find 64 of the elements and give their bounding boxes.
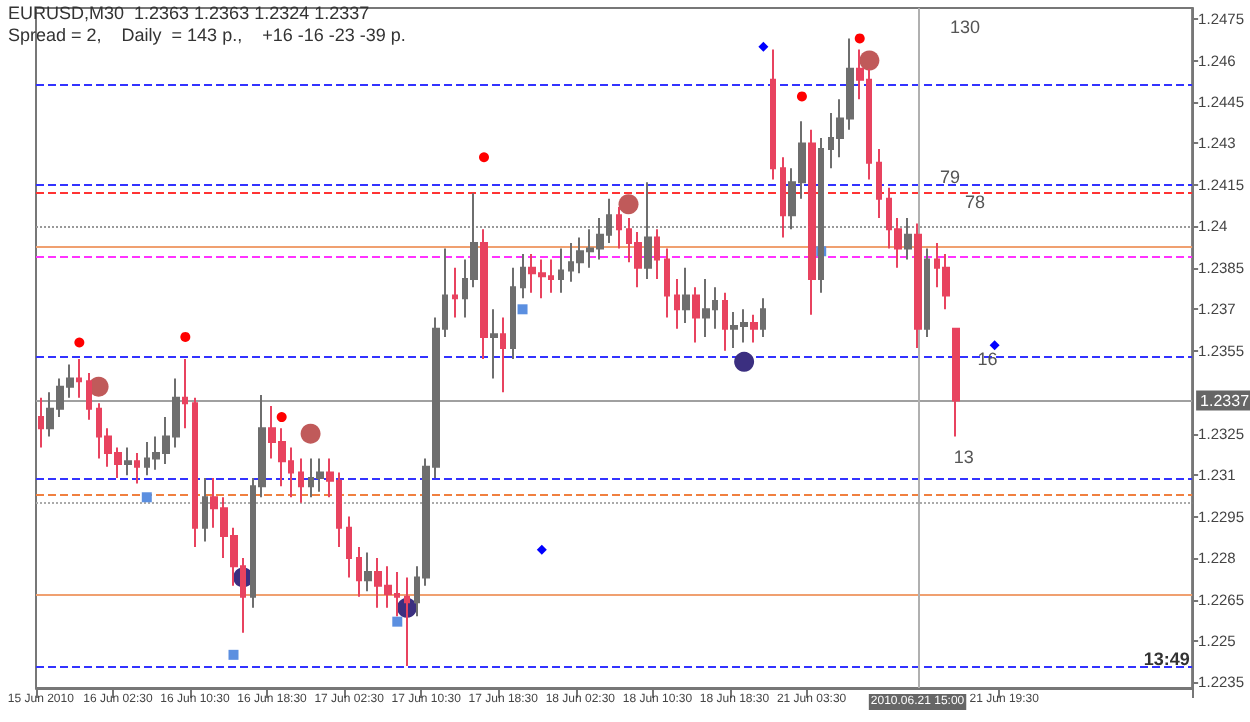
point [479, 152, 489, 163]
annotation: 13:49 [1143, 648, 1190, 669]
candlestick [750, 313, 758, 344]
candlestick [510, 266, 516, 361]
candlestick [876, 147, 882, 220]
point [141, 492, 152, 503]
ref-line-label: 1.2337 [1200, 391, 1250, 410]
point [276, 412, 287, 423]
point [74, 337, 85, 348]
candlestick [674, 277, 680, 330]
point [228, 649, 239, 660]
candlestick [702, 277, 710, 338]
candlestick [346, 515, 352, 579]
candlestick [356, 546, 362, 598]
candlestick [134, 452, 140, 485]
candlestick [298, 457, 304, 504]
candlestick [182, 358, 188, 430]
point [536, 544, 547, 555]
candlestick [924, 247, 930, 338]
annotation: 13 [953, 446, 974, 467]
candlestick [904, 217, 912, 261]
point [300, 423, 321, 444]
candlestick [760, 297, 766, 338]
candlestick [86, 371, 92, 421]
point [180, 331, 191, 342]
annotation: 79 [940, 166, 961, 187]
candlestick [770, 48, 776, 181]
candlestick [452, 266, 458, 319]
point [758, 41, 769, 52]
candlestick [124, 446, 132, 477]
candlestick [480, 228, 488, 361]
candlestick [780, 156, 786, 239]
point [734, 351, 755, 372]
candlestick [490, 308, 498, 380]
candlestick [682, 266, 690, 325]
candlestick [952, 327, 960, 438]
candlestick [520, 253, 526, 300]
candlestick [404, 576, 410, 667]
candlestick [500, 316, 506, 394]
candlestick [364, 551, 372, 593]
point [859, 50, 880, 71]
candlestick [202, 476, 208, 543]
candlestick [558, 247, 564, 294]
point [989, 340, 1000, 351]
candlestick [808, 128, 816, 316]
point [517, 304, 528, 315]
candlestick [38, 396, 44, 449]
candlestick [316, 457, 324, 493]
candlestick [644, 181, 652, 280]
point [392, 616, 403, 627]
annotation: 78 [965, 192, 986, 213]
candlestick [654, 228, 660, 280]
annotation: 130 [950, 17, 981, 38]
candlestick [192, 396, 198, 549]
candlestick [76, 358, 82, 399]
candlestick [722, 291, 728, 352]
candlestick [664, 247, 670, 319]
candlestick [692, 286, 700, 344]
point [796, 91, 807, 102]
candlestick [914, 222, 922, 349]
candlestick [616, 206, 622, 250]
point [618, 194, 639, 215]
point [854, 33, 865, 44]
annotation: 16 [977, 349, 998, 370]
